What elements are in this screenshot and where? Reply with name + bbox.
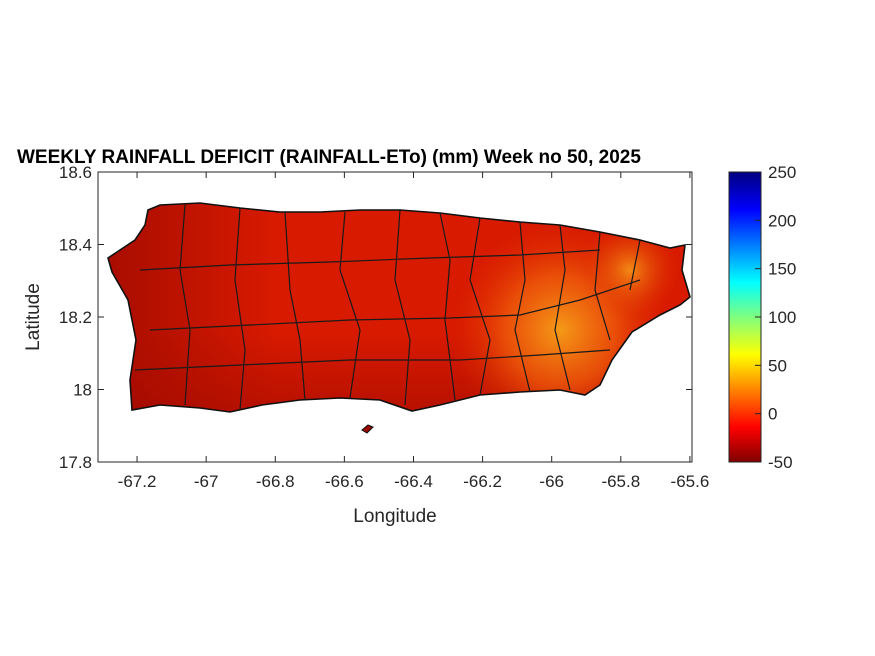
puerto-rico-map — [107, 202, 691, 434]
municipal-borders — [134, 204, 641, 411]
x-tick-label: -66 — [539, 472, 564, 491]
colorbar-ticks: -50 0 50 100 150 200 250 — [755, 163, 796, 472]
colorbar-tick-label: 150 — [768, 260, 796, 279]
y-tick-label: 18.4 — [59, 236, 92, 255]
x-tick-label: -67 — [194, 472, 219, 491]
colorbar-tick-label: 50 — [768, 356, 787, 375]
colorbar-tick-label: -50 — [768, 453, 793, 472]
northeast-wet-region — [108, 203, 690, 412]
colorbar-tick-label: 200 — [768, 211, 796, 230]
x-axis: -67.2 -67 -66.8 -66.6 -66.4 -66.2 -66 -65.8 -65.… — [118, 172, 710, 491]
x-tick-label: -67.2 — [118, 472, 157, 491]
x-tick-label: -66.4 — [394, 472, 433, 491]
y-tick-label: 18.2 — [59, 308, 92, 327]
x-tick-label: -65.8 — [601, 472, 640, 491]
y-axis: 17.8 18 18.2 18.4 18.6 — [59, 163, 692, 472]
x-tick-label: -66.6 — [325, 472, 364, 491]
x-axis-label: Longitude — [353, 506, 436, 527]
x-tick-label: -65.6 — [671, 472, 710, 491]
colorbar-tick-label: 250 — [768, 163, 796, 182]
y-tick-label: 18.6 — [59, 163, 92, 182]
y-tick-label: 18 — [73, 381, 92, 400]
y-tick-label: 17.8 — [59, 453, 92, 472]
caja-de-muertos-island — [361, 424, 374, 434]
chart-title: WEEKLY RAINFALL DEFICIT (RAINFALL-ETo) (… — [17, 147, 641, 168]
x-tick-label: -66.8 — [256, 472, 295, 491]
y-axis-label: Latitude — [23, 283, 44, 351]
colorbar-tick-label: 0 — [768, 405, 777, 424]
colorbar-tick-label: 100 — [768, 308, 796, 327]
x-tick-label: -66.2 — [463, 472, 502, 491]
